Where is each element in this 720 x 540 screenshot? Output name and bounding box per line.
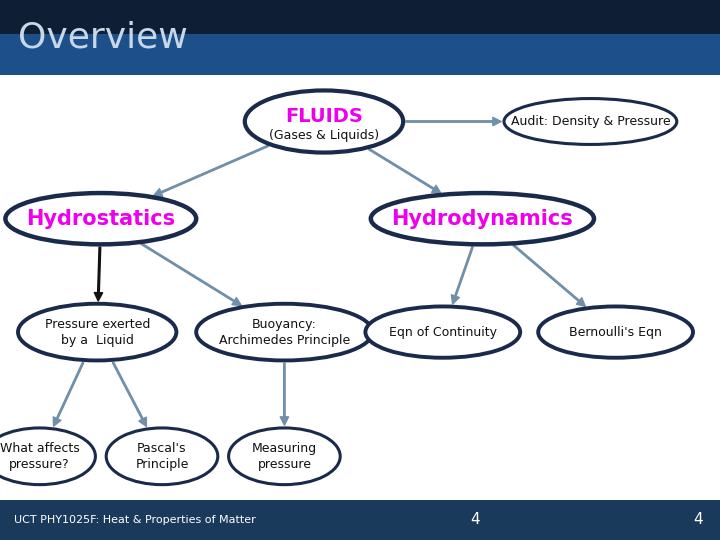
Text: Overview: Overview: [18, 21, 188, 54]
FancyArrowPatch shape: [53, 362, 84, 426]
FancyArrowPatch shape: [406, 117, 501, 126]
Text: 4: 4: [470, 512, 480, 527]
Ellipse shape: [6, 193, 197, 244]
Ellipse shape: [107, 428, 218, 485]
Ellipse shape: [365, 306, 521, 357]
Text: (Gases & Liquids): (Gases & Liquids): [269, 129, 379, 141]
FancyArrowPatch shape: [513, 245, 585, 306]
Ellipse shape: [539, 306, 693, 357]
Text: Bernoulli's Eqn: Bernoulli's Eqn: [570, 326, 662, 339]
FancyArrowPatch shape: [94, 247, 103, 301]
Ellipse shape: [197, 303, 373, 361]
FancyArrowPatch shape: [153, 145, 269, 196]
Ellipse shape: [504, 98, 677, 144]
Ellipse shape: [18, 303, 176, 361]
Bar: [0, 0, 720, 33]
Text: UCT PHY1025F: Heat & Properties of Matter: UCT PHY1025F: Heat & Properties of Matte…: [14, 515, 256, 525]
Ellipse shape: [0, 428, 95, 485]
FancyArrowPatch shape: [280, 363, 289, 425]
Bar: [0, 500, 720, 540]
Text: Hydrodynamics: Hydrodynamics: [392, 208, 573, 229]
Ellipse shape: [229, 428, 341, 485]
Ellipse shape: [245, 90, 403, 152]
Text: FLUIDS: FLUIDS: [285, 107, 363, 126]
Text: Eqn of Continuity: Eqn of Continuity: [389, 326, 497, 339]
Ellipse shape: [371, 193, 594, 244]
FancyArrowPatch shape: [141, 243, 241, 306]
Text: 4: 4: [693, 512, 703, 527]
Text: Audit: Density & Pressure: Audit: Density & Pressure: [510, 115, 670, 128]
Text: Pascal's
Principle: Pascal's Principle: [135, 442, 189, 471]
FancyArrowPatch shape: [112, 362, 146, 427]
Text: Buoyancy:
Archimedes Principle: Buoyancy: Archimedes Principle: [219, 318, 350, 347]
Bar: [0, 33, 720, 75]
Text: Pressure exerted
by a  Liquid: Pressure exerted by a Liquid: [45, 318, 150, 347]
Text: Measuring
pressure: Measuring pressure: [252, 442, 317, 471]
FancyArrowPatch shape: [369, 148, 441, 193]
Text: What affects
pressure?: What affects pressure?: [0, 442, 79, 471]
Text: Hydrostatics: Hydrostatics: [26, 208, 176, 229]
FancyArrowPatch shape: [451, 247, 473, 304]
